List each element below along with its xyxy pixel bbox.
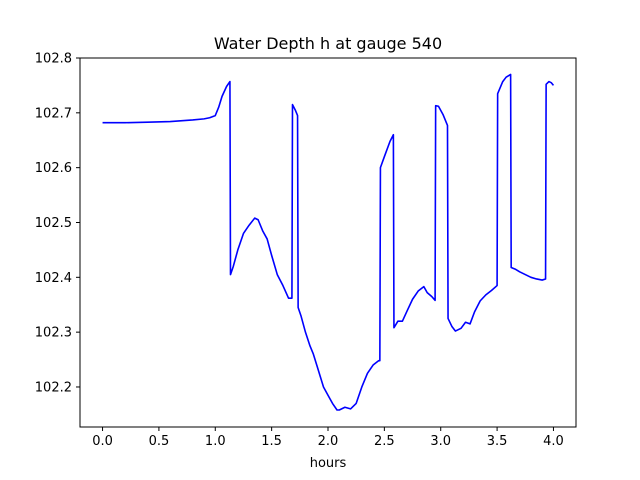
- y-tick-label: 102.6: [35, 161, 72, 176]
- x-tick-label: 0.5: [149, 434, 170, 449]
- y-tick-label: 102.5: [35, 216, 72, 231]
- y-tick-label: 102.2: [35, 380, 72, 395]
- y-tick-label: 102.7: [35, 106, 72, 121]
- x-tick-label: 0.0: [92, 434, 113, 449]
- series-layer: [102, 73, 555, 411]
- x-axis: 0.0 0.5 1.0 1.5 2.0 2.5 3.0 3.5 4.0: [92, 427, 564, 449]
- chart-title: Water Depth h at gauge 540: [214, 34, 442, 53]
- x-tick-label: 1.5: [261, 434, 282, 449]
- y-axis: 102.2 102.3 102.4 102.5 102.6 102.7 102.8: [35, 52, 80, 395]
- y-tick-label: 102.8: [35, 52, 72, 67]
- x-tick-label: 2.0: [318, 434, 339, 449]
- x-tick-label: 3.0: [430, 434, 451, 449]
- y-tick-label: 102.3: [35, 326, 72, 341]
- x-axis-label: hours: [310, 456, 347, 471]
- x-tick-label: 4.0: [543, 434, 564, 449]
- series-line-0: [102, 73, 555, 411]
- y-tick-label: 102.4: [35, 271, 72, 286]
- x-tick-label: 2.5: [374, 434, 395, 449]
- x-tick-label: 1.0: [205, 434, 226, 449]
- plot-frame: [79, 57, 577, 428]
- x-tick-label: 3.5: [487, 434, 508, 449]
